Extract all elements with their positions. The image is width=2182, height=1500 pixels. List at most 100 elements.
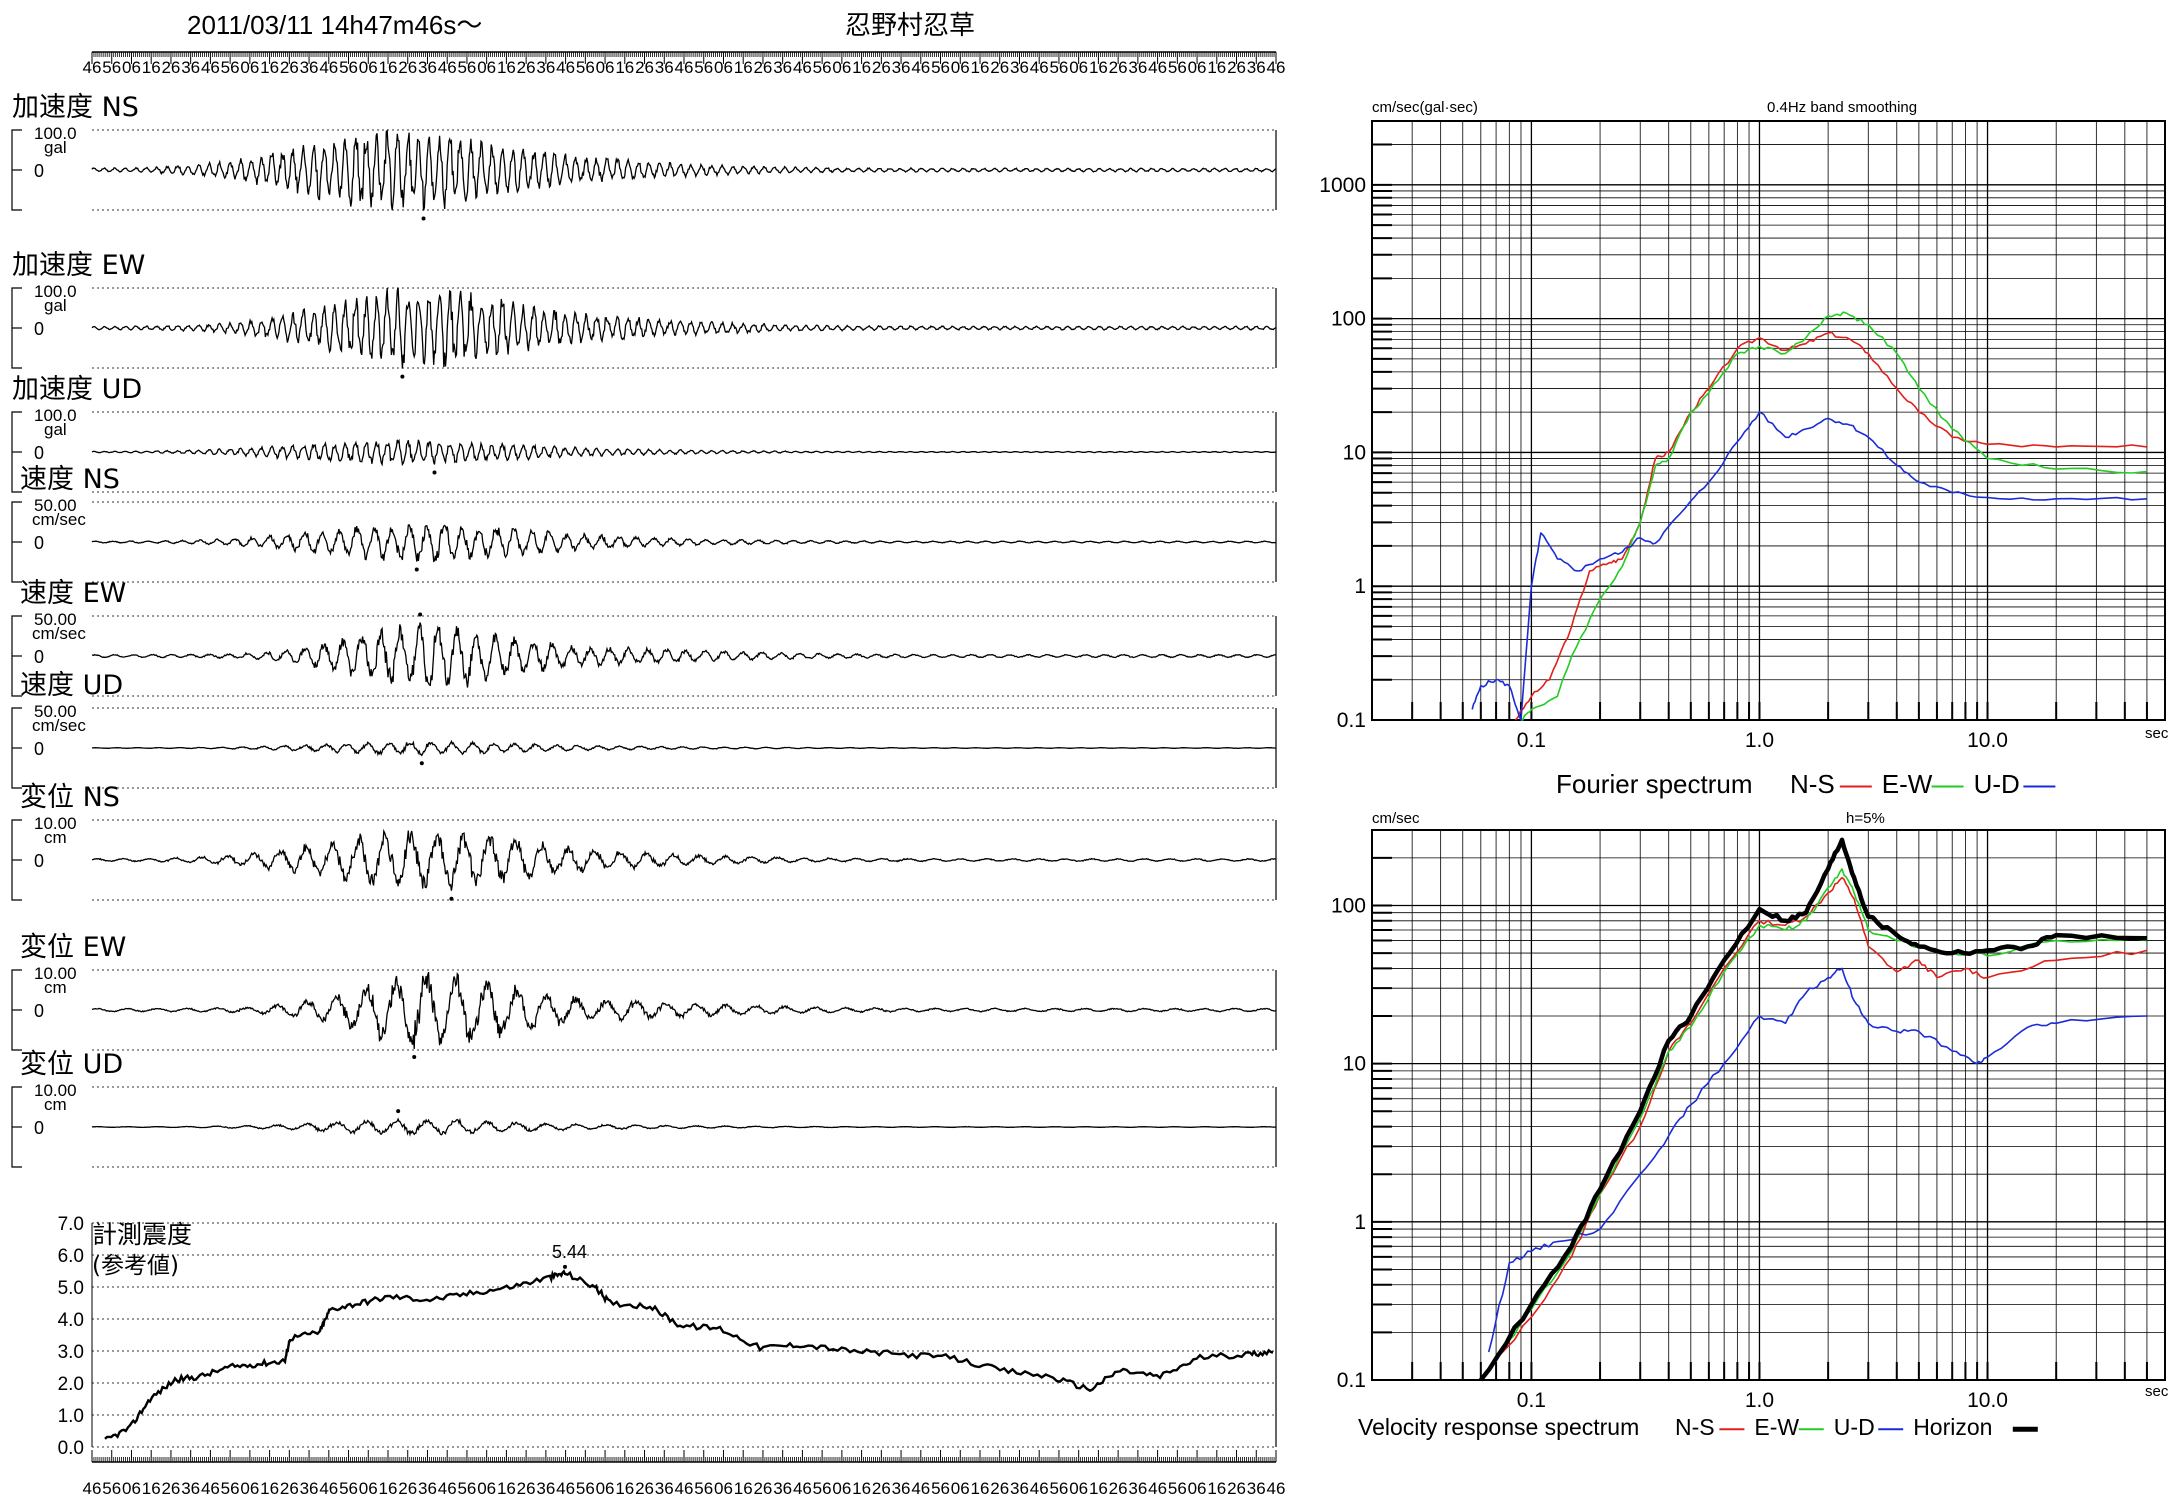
waveform-unit-label: cm/sec <box>32 624 86 643</box>
time-top-tick-label: 46 <box>793 58 812 77</box>
chart-ytick-label: 1 <box>1354 1211 1366 1234</box>
fourier-spectrum-chart: cm/sec(gal·sec) 0.4Hz band smoothing sec… <box>1319 99 2169 799</box>
time-bottom-tick-label: 46 <box>1267 1479 1286 1498</box>
time-bottom-tick-label: 06 <box>240 1479 259 1498</box>
chart-frame <box>1371 120 2166 721</box>
time-bottom-tick-label: 46 <box>793 1479 812 1498</box>
time-bottom-tick-label: 46 <box>319 1479 338 1498</box>
time-bottom-tick-label: 16 <box>260 1479 279 1498</box>
waveform-scale-label: 10.00 <box>34 1081 77 1100</box>
response-legend: Velocity response spectrum N-S E-W U-D Hori… <box>1358 1414 2038 1440</box>
time-top-tick-label: 36 <box>1010 58 1029 77</box>
time-top-tick-label: 16 <box>734 58 753 77</box>
waveform-zero-label: 0 <box>34 319 44 339</box>
waveform-unit-label: cm/sec <box>32 510 86 529</box>
time-top-tick-label: 36 <box>181 58 200 77</box>
waveform-trace <box>91 287 1277 369</box>
waveform-peak-marker <box>412 1055 417 1060</box>
legend-label-horizon: Horizon <box>1913 1414 1992 1440</box>
time-bottom-tick-label: 16 <box>1089 1479 1108 1498</box>
response-title: h=5% <box>1846 810 1885 827</box>
waveform-label: 速度 EW <box>20 578 126 609</box>
time-bottom-tick-label: 16 <box>379 1479 398 1498</box>
time-bottom-tick-label: 36 <box>892 1479 911 1498</box>
time-axis-top: 46 56 06 16 26 36 46 56 06 16 26 36 46 56 06 16 26 36 46 56… <box>83 51 1285 77</box>
waveform-trace <box>91 622 1277 688</box>
time-bottom-tick-label: 36 <box>536 1479 555 1498</box>
time-bottom-tick-label: 26 <box>280 1479 299 1498</box>
time-top-tick-label: 46 <box>911 58 930 77</box>
time-top-tick-label: 26 <box>398 58 417 77</box>
time-top-tick-label: 06 <box>122 58 141 77</box>
waveform-zero-label: 0 <box>34 1118 44 1138</box>
series-line-u-d <box>1471 411 2147 721</box>
chart-ytick-label: 0.1 <box>1337 709 1366 732</box>
waveform-peak-marker <box>414 567 419 572</box>
waveform-label: 変位 NS <box>20 782 120 813</box>
time-bottom-tick-label: 26 <box>990 1479 1009 1498</box>
intensity-trace <box>104 1269 1274 1440</box>
series-line-u-d <box>1487 967 2147 1353</box>
time-top-tick-label: 46 <box>1148 58 1167 77</box>
chart-xtick-label: 1.0 <box>1745 1389 1774 1412</box>
time-bottom-tick-label: 46 <box>556 1479 575 1498</box>
time-top-tick-label: 06 <box>832 58 851 77</box>
station-name: 忍野村忍草 <box>845 11 975 41</box>
waveform-trace <box>91 129 1276 211</box>
time-top-tick-label: 46 <box>83 58 102 77</box>
intensity-tick-label: 6.0 <box>58 1246 84 1267</box>
waveform-trace <box>91 1117 1277 1137</box>
time-bottom-tick-label: 26 <box>1109 1479 1128 1498</box>
chart-ytick-label: 0.1 <box>1337 1369 1366 1392</box>
time-top-tick-label: 36 <box>418 58 437 77</box>
intensity-tick-label: 4.0 <box>58 1310 84 1331</box>
time-bottom-tick-label: 46 <box>438 1479 457 1498</box>
waveform-peak-marker <box>418 612 423 617</box>
time-top-tick-label: 26 <box>280 58 299 77</box>
waveform-zero-label: 0 <box>34 647 44 667</box>
time-axis-bottom: 46 56 06 16 26 36 46 56 06 16 26 36 46 56 06 16 26 36 46 56… <box>83 1450 1286 1498</box>
intensity-tick-label: 0.0 <box>58 1438 84 1459</box>
waveform-zero-label: 0 <box>34 161 44 181</box>
response-ylabel: cm/sec <box>1372 810 1420 827</box>
time-bottom-tick-label: 56 <box>1168 1479 1187 1498</box>
time-bottom-tick-label: 36 <box>655 1479 674 1498</box>
time-bottom-tick-label: 26 <box>398 1479 417 1498</box>
time-top-tick-label: 16 <box>379 58 398 77</box>
chart-ytick-label: 1000 <box>1319 174 1366 197</box>
waveform-label: 速度 UD <box>20 670 123 701</box>
time-bottom-tick-label: 46 <box>1030 1479 1049 1498</box>
time-bottom-tick-label: 06 <box>714 1479 733 1498</box>
waveform-label: 加速度 EW <box>12 250 145 281</box>
time-top-tick-label: 36 <box>1247 58 1266 77</box>
time-top-tick-label: 36 <box>773 58 792 77</box>
time-top-tick-label: 16 <box>1207 58 1226 77</box>
time-bottom-tick-label: 16 <box>1207 1479 1226 1498</box>
fourier-ylabel: cm/sec(gal·sec) <box>1372 99 1478 116</box>
legend-label-e-w: E-W <box>1882 769 1933 799</box>
chart-xtick-label: 0.1 <box>1517 1389 1546 1412</box>
time-bottom-tick-label: 16 <box>734 1479 753 1498</box>
waveform-unit-label: cm <box>44 978 67 997</box>
time-bottom-tick-label: 06 <box>951 1479 970 1498</box>
time-top-tick-label: 26 <box>1227 58 1246 77</box>
intensity-sublabel: (参考値) <box>92 1253 179 1279</box>
time-top-tick-label: 26 <box>990 58 1009 77</box>
waveform-unit-label: gal <box>44 296 67 315</box>
time-top-tick-label: 06 <box>596 58 615 77</box>
time-top-tick-label: 16 <box>852 58 871 77</box>
time-bottom-tick-label: 36 <box>1128 1479 1147 1498</box>
waveform-peak-marker <box>432 470 437 475</box>
time-top-tick-label: 26 <box>753 58 772 77</box>
time-top-tick-label: 26 <box>161 58 180 77</box>
time-bottom-tick-label: 56 <box>339 1479 358 1498</box>
time-bottom-tick-label: 26 <box>635 1479 654 1498</box>
chart-xtick-label: 10.0 <box>1967 1389 2008 1412</box>
time-bottom-tick-label: 36 <box>1010 1479 1029 1498</box>
time-top-tick-label: 36 <box>892 58 911 77</box>
